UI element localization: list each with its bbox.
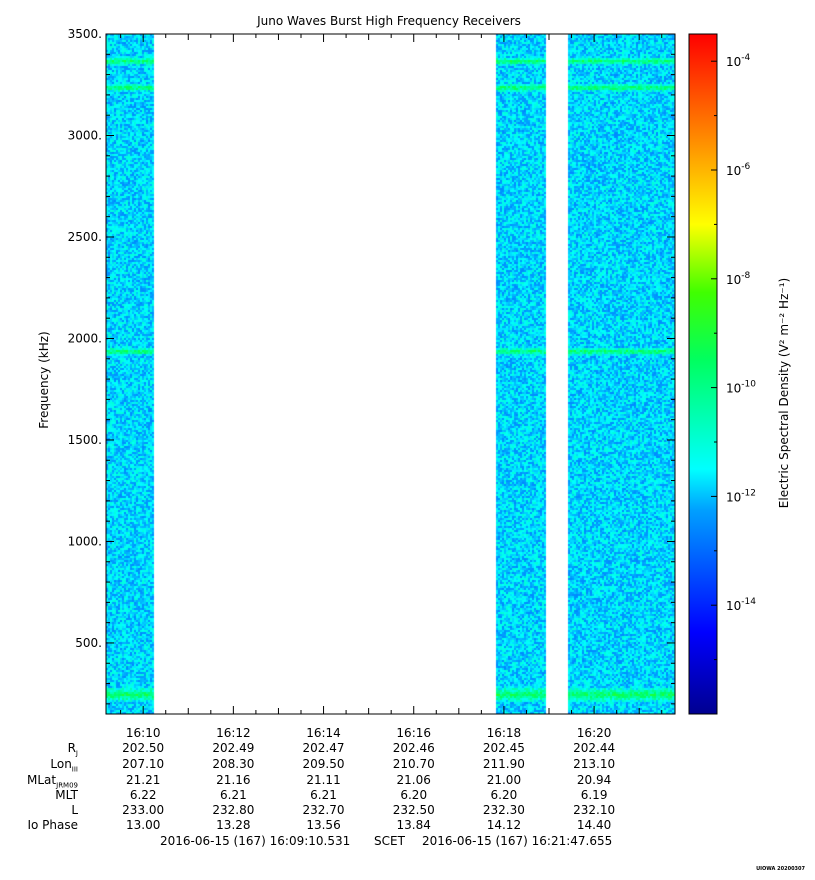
colorbar-label: Electric Spectral Density (V² m⁻² Hz⁻¹) (777, 278, 791, 508)
spectrogram-heatmap (106, 34, 675, 714)
chart-title: Juno Waves Burst High Frequency Receiver… (256, 14, 521, 28)
colorbar-tick-label: 10-12 (726, 488, 756, 504)
colorbar-tick-label: 10-14 (726, 597, 756, 613)
footer-start-time: 2016-06-15 (167) 16:09:10.531 (160, 834, 351, 848)
colorbar (688, 33, 718, 715)
y-tick-label: 500. (75, 636, 102, 650)
y-tick-label: 3000. (68, 128, 102, 142)
plot-frame (105, 33, 676, 715)
colorbar-tick-label: 10-6 (726, 162, 751, 178)
footer-end-time: 2016-06-15 (167) 16:21:47.655 (422, 834, 613, 848)
y-tick-label: 1500. (68, 433, 102, 447)
y-tick-label: 1000. (68, 534, 102, 548)
x-tick-label: 16:14 (306, 726, 341, 740)
y-tick-label: 2000. (68, 331, 102, 345)
heatmap-image (106, 34, 675, 714)
credit-label: UIOWA 20200307 (756, 866, 805, 872)
y-axis-label: Frequency (kHz) (37, 331, 51, 428)
colorbar-tick-label: 10-10 (726, 380, 756, 396)
colorbar-axis: 10-14 10-12 10-10 10-8 10-6 10-4 (711, 53, 756, 661)
colorbar-tick-label: 10-4 (726, 53, 751, 69)
footer-scet-label: SCET (374, 834, 405, 848)
y-tick-label: 2500. (68, 230, 102, 244)
x-tick-label: 16:10 (126, 726, 161, 740)
y-axis: 500. 1000. 1500. 2000. 2500. 3000. 3500. (68, 27, 675, 705)
x-tick-label: 16:20 (577, 726, 612, 740)
x-tick-label: 16:12 (216, 726, 251, 740)
x-tick-label: 16:18 (487, 726, 522, 740)
x-axis: 16:10 16:12 16:14 16:16 16:18 16:20 (120, 34, 663, 740)
x-tick-label: 16:16 (396, 726, 431, 740)
colorbar-tick-label: 10-8 (726, 271, 751, 287)
y-tick-label: 3500. (68, 27, 102, 41)
